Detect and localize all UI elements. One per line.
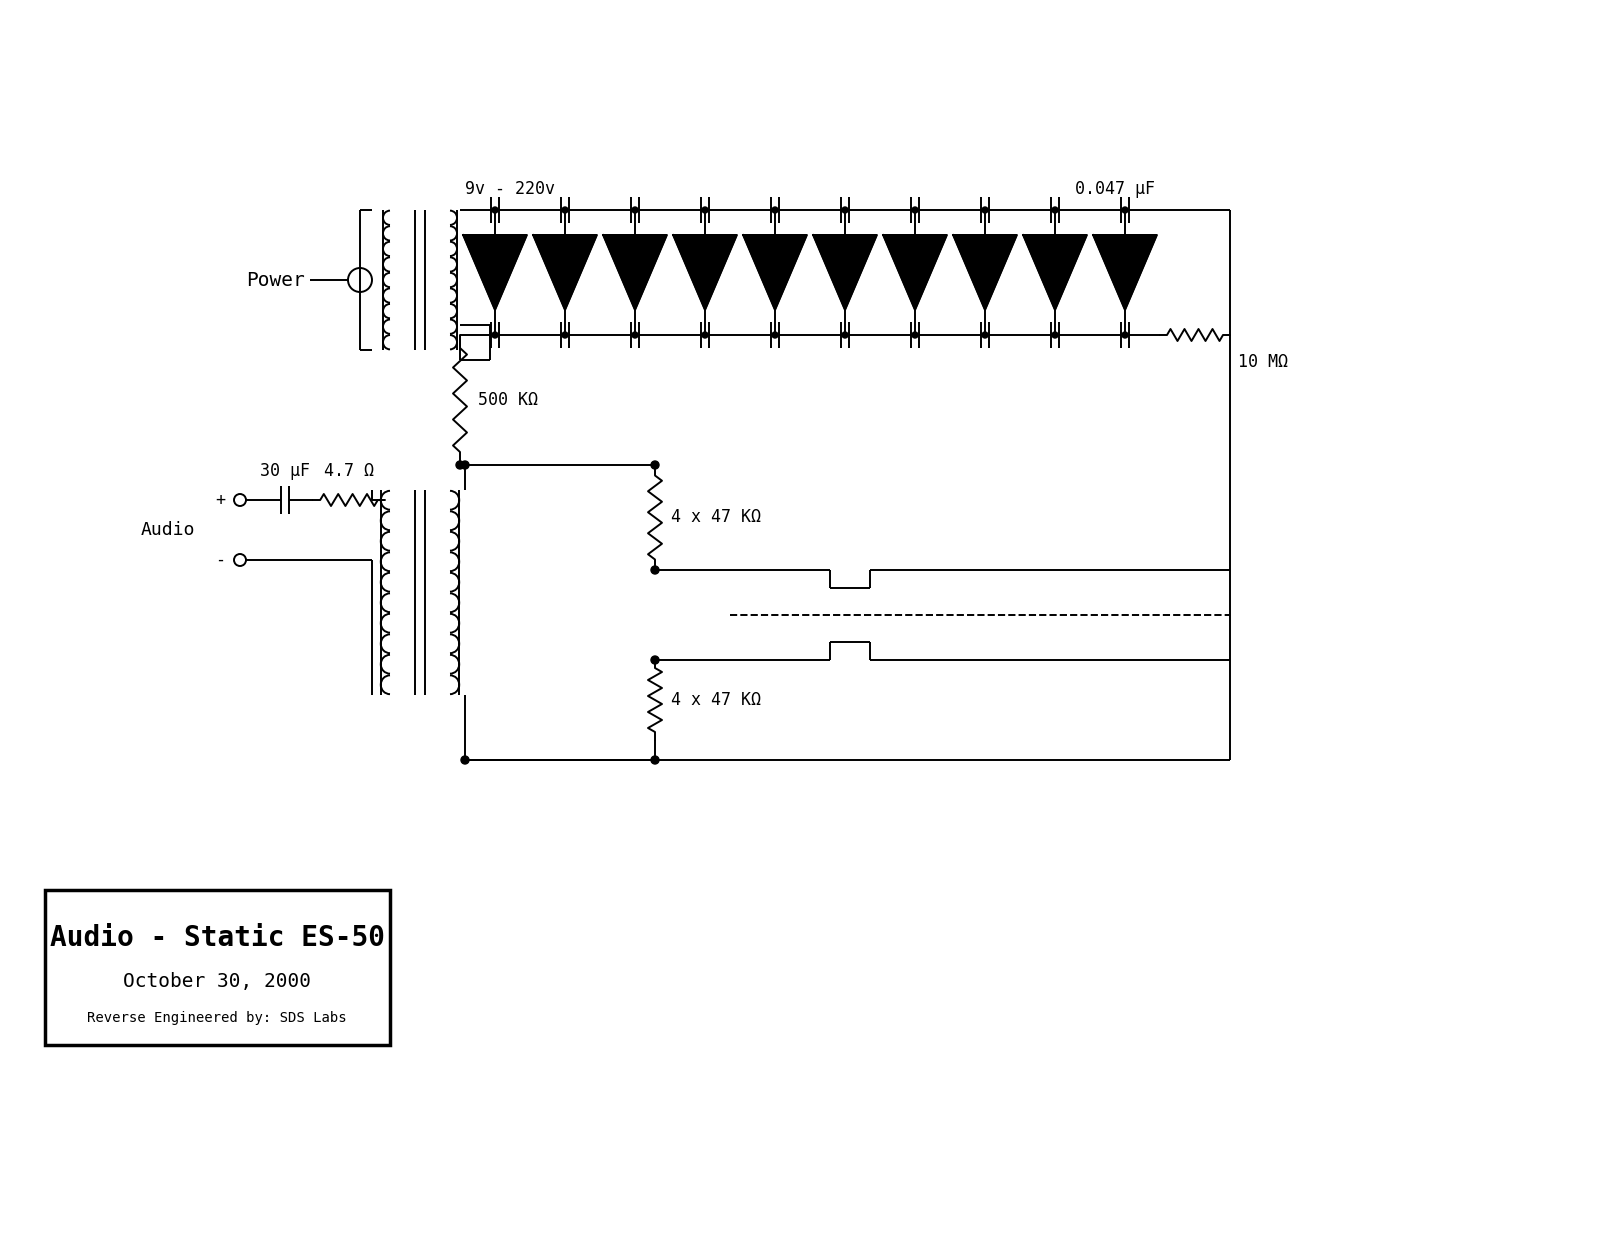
Polygon shape [674,235,738,310]
Circle shape [842,332,848,338]
Circle shape [912,332,918,338]
Circle shape [632,332,638,338]
Text: -: - [214,550,226,569]
Polygon shape [1093,235,1157,310]
Circle shape [912,207,918,213]
Text: Audio - Static ES-50: Audio - Static ES-50 [50,924,384,952]
Text: 4.7 Ω: 4.7 Ω [323,461,374,480]
Text: 10 MΩ: 10 MΩ [1238,353,1288,371]
Polygon shape [813,235,877,310]
Circle shape [771,207,778,213]
Text: 30 μF: 30 μF [259,461,310,480]
Text: Power: Power [246,271,306,289]
Text: +: + [214,491,226,508]
Circle shape [651,461,659,469]
Polygon shape [954,235,1018,310]
Circle shape [1053,207,1058,213]
Circle shape [461,461,469,469]
Text: 500 KΩ: 500 KΩ [478,391,538,409]
Polygon shape [883,235,947,310]
Circle shape [651,756,659,764]
Circle shape [456,461,464,469]
Circle shape [632,207,638,213]
Text: Reverse Engineered by: SDS Labs: Reverse Engineered by: SDS Labs [86,1011,347,1025]
Circle shape [1122,332,1128,338]
Circle shape [562,207,568,213]
Circle shape [1053,332,1058,338]
Circle shape [842,207,848,213]
Polygon shape [462,235,526,310]
Circle shape [771,332,778,338]
Polygon shape [1022,235,1086,310]
Circle shape [493,332,498,338]
Text: Audio: Audio [141,521,195,539]
Circle shape [702,332,707,338]
Text: 4 x 47 KΩ: 4 x 47 KΩ [670,691,762,709]
Circle shape [982,207,989,213]
FancyBboxPatch shape [45,889,390,1045]
Circle shape [982,332,989,338]
Text: 0.047 μF: 0.047 μF [1075,181,1155,198]
Circle shape [651,656,659,664]
Polygon shape [533,235,597,310]
Text: 9v - 220v: 9v - 220v [466,181,555,198]
Circle shape [1122,207,1128,213]
Text: 4 x 47 KΩ: 4 x 47 KΩ [670,508,762,526]
Circle shape [702,207,707,213]
Circle shape [651,567,659,574]
Circle shape [461,756,469,764]
Circle shape [493,207,498,213]
Text: October 30, 2000: October 30, 2000 [123,972,310,992]
Polygon shape [603,235,667,310]
Polygon shape [742,235,806,310]
Circle shape [562,332,568,338]
